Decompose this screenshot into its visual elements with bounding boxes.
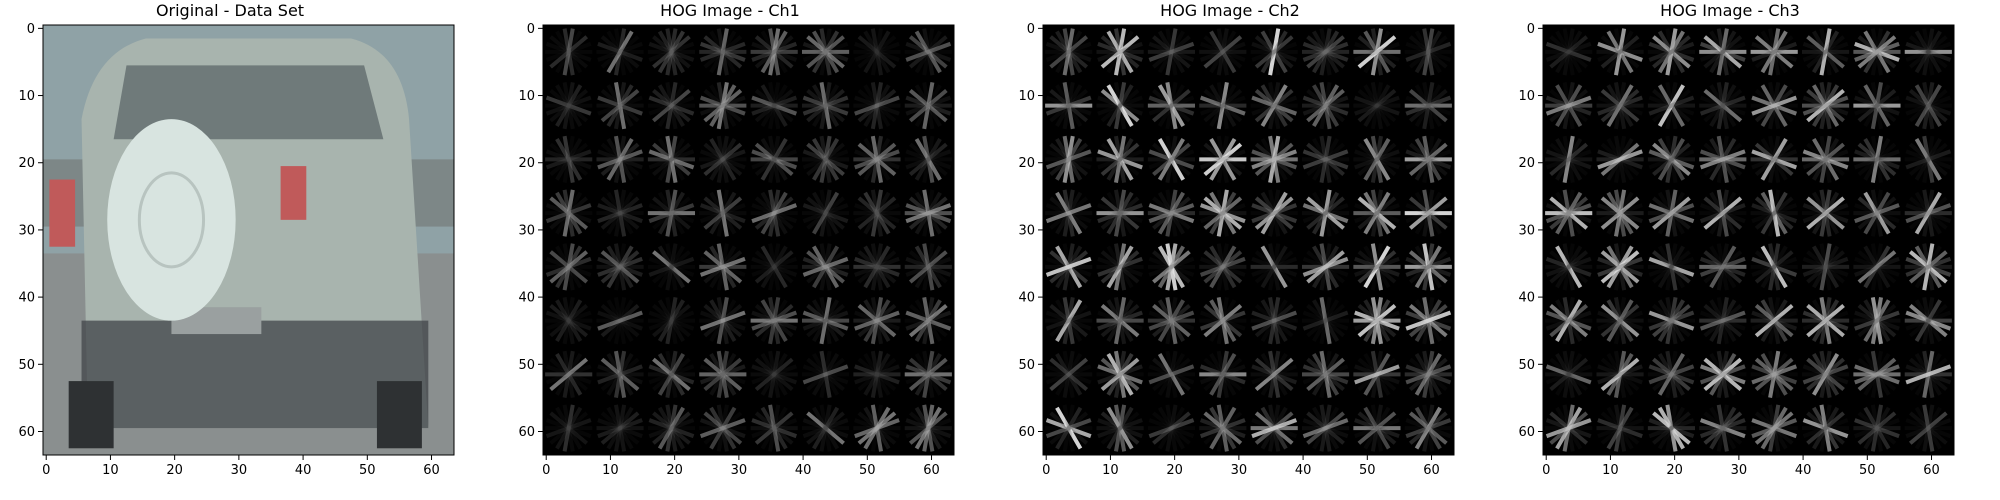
x-tick-label: 30 (1231, 463, 1248, 478)
hog-ch1-axes: 0 0 10 10 20 20 30 30 40 40 50 50 60 60 (500, 0, 960, 500)
x-tick-label: 10 (102, 463, 119, 478)
y-tick-label: 60 (518, 425, 535, 440)
y-tick-label: 10 (18, 89, 35, 104)
y-tick-label: 50 (1018, 358, 1035, 373)
x-tick-label: 60 (1923, 463, 1940, 478)
y-tick-label: 0 (1027, 22, 1035, 37)
x-tick-label: 10 (602, 463, 619, 478)
y-tick-label: 30 (518, 223, 535, 238)
y-tick-label: 60 (18, 425, 35, 440)
x-tick-label: 60 (923, 463, 940, 478)
x-tick-label: 0 (542, 463, 550, 478)
x-tick-label: 20 (166, 463, 183, 478)
tire-right (377, 381, 422, 448)
x-tick-label: 10 (1102, 463, 1119, 478)
y-tick-label: 0 (27, 22, 35, 37)
y-tick-label: 40 (1518, 291, 1535, 306)
x-tick-label: 30 (731, 463, 748, 478)
tire-left (69, 381, 114, 448)
x-tick-label: 10 (1602, 463, 1619, 478)
x-tick-label: 0 (1042, 463, 1050, 478)
y-tick-label: 50 (18, 358, 35, 373)
hog-image (1543, 25, 1954, 455)
y-tick-label: 30 (18, 223, 35, 238)
x-tick-label: 50 (1359, 463, 1376, 478)
x-tick-label: 40 (295, 463, 312, 478)
x-tick-label: 30 (1731, 463, 1748, 478)
x-tick-label: 20 (1666, 463, 1683, 478)
x-tick-label: 20 (666, 463, 683, 478)
x-tick-label: 20 (1166, 463, 1183, 478)
panel-hog-ch3: HOG Image - Ch3 0 0 10 10 20 20 30 30 40 40 50 50 60… (1500, 0, 1960, 500)
x-tick-label: 0 (1542, 463, 1550, 478)
y-tick-label: 20 (18, 156, 35, 171)
y-tick-label: 50 (518, 358, 535, 373)
x-tick-label: 60 (1423, 463, 1440, 478)
panel-hog-ch2: HOG Image - Ch2 0 0 10 10 20 20 30 30 40 40 50 50 60… (1000, 0, 1460, 500)
x-tick-label: 60 (423, 463, 440, 478)
y-tick-label: 0 (527, 22, 535, 37)
hog-background (1043, 25, 1454, 455)
x-tick-label: 50 (1859, 463, 1876, 478)
y-tick-label: 10 (518, 89, 535, 104)
y-tick-label: 60 (1018, 425, 1035, 440)
y-tick-label: 40 (18, 291, 35, 306)
y-tick-label: 60 (1518, 425, 1535, 440)
x-tick-label: 40 (1295, 463, 1312, 478)
panel-original: Original - Data Set 0 0 10 10 20 20 30 30 40 40 50… (0, 0, 460, 500)
x-tick-label: 50 (859, 463, 876, 478)
hog-ch2-axes: 0 0 10 10 20 20 30 30 40 40 50 50 60 60 (1000, 0, 1460, 500)
tail-light-right (281, 166, 307, 220)
x-tick-label: 30 (231, 463, 248, 478)
spare-tire (107, 119, 235, 321)
hog-image (543, 25, 954, 455)
bumper (82, 321, 429, 429)
y-tick-label: 40 (518, 291, 535, 306)
tail-light-left (49, 180, 75, 247)
y-tick-label: 20 (1018, 156, 1035, 171)
panel-hog-ch1: HOG Image - Ch1 0 0 10 10 20 20 30 30 40 40 50 50 60… (500, 0, 960, 500)
hog-image (1043, 25, 1454, 455)
hog-ch3-axes: 0 0 10 10 20 20 30 30 40 40 50 50 60 60 (1500, 0, 1960, 500)
y-tick-label: 20 (1518, 156, 1535, 171)
y-tick-label: 30 (1518, 223, 1535, 238)
x-tick-label: 40 (1795, 463, 1812, 478)
y-tick-label: 40 (1018, 291, 1035, 306)
y-tick-label: 30 (1018, 223, 1035, 238)
y-tick-label: 10 (1518, 89, 1535, 104)
x-tick-label: 50 (359, 463, 376, 478)
y-tick-label: 10 (1018, 89, 1035, 104)
car-photo (43, 25, 454, 455)
x-tick-label: 0 (42, 463, 50, 478)
y-tick-label: 0 (1527, 22, 1535, 37)
y-tick-label: 50 (1518, 358, 1535, 373)
x-tick-label: 40 (795, 463, 812, 478)
y-tick-label: 20 (518, 156, 535, 171)
original-image-axes: 0 0 10 10 20 20 30 30 40 40 50 50 60 60 (0, 0, 460, 500)
hog-background (543, 25, 954, 455)
hog-background (1543, 25, 1954, 455)
